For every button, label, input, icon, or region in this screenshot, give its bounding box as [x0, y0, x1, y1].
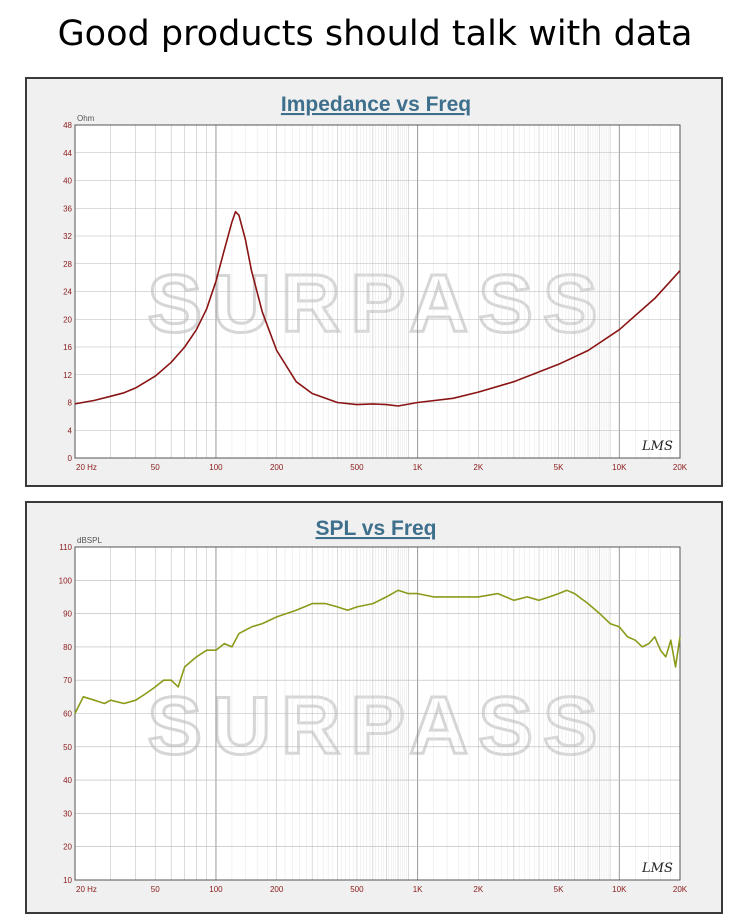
y-tick-label: 30	[63, 809, 72, 818]
chart-title: SPL vs Freq	[316, 517, 437, 540]
plot-frame	[74, 124, 681, 459]
y-tick-label: 32	[63, 232, 72, 241]
x-tick-label: 1K	[413, 885, 423, 894]
y-tick-label: 100	[59, 576, 73, 585]
spl-chart: SPL vs Freq SURPASS 10 20 30 40 50 60 70 80 90 100 1…	[59, 517, 688, 894]
x-tick-label: 10K	[612, 885, 627, 894]
y-tick-label: 10	[63, 876, 72, 885]
y-tick-label: 70	[63, 676, 72, 685]
watermark: SURPASS	[147, 680, 607, 771]
x-tick-label: 100	[209, 885, 223, 894]
y-tick-label: 60	[63, 710, 72, 719]
y-tick-label: 44	[63, 149, 72, 158]
watermark: SURPASS	[147, 258, 607, 349]
y-tick-label: 50	[63, 743, 72, 752]
y-tick-label: 40	[63, 177, 72, 186]
y-tick-label: 80	[63, 643, 72, 652]
y-tick-label: 110	[59, 543, 72, 552]
x-tick-label: 100	[209, 463, 223, 472]
y-axis-unit-label: dBSPL	[77, 536, 102, 545]
impedance-chart: Impedance vs FreqSURPASS0481216202428323…	[63, 93, 688, 472]
impedance-chart-panel: Impedance vs Freq SURPASS 0 4 8 12 16 20 24 28 32 3…	[25, 77, 723, 487]
x-tick-label: 20K	[673, 463, 688, 472]
x-tick-label: 50	[151, 463, 160, 472]
y-tick-label: 4	[68, 426, 73, 435]
y-tick-label: 36	[63, 204, 72, 213]
y-tick-label: 8	[68, 399, 73, 408]
lms-logo: LMS	[641, 439, 673, 454]
grid	[74, 546, 681, 881]
y-tick-label: 20	[63, 315, 72, 324]
y-tick-label: 40	[63, 776, 72, 785]
y-tick-label: 24	[63, 288, 72, 297]
chart-title: Impedance vs Freq	[281, 93, 471, 116]
y-tick-label: 20	[63, 843, 72, 852]
x-tick-label: 20K	[673, 885, 688, 894]
grid	[74, 124, 681, 459]
y-tick-label: 12	[63, 371, 72, 380]
spl-chart-panel: SPL vs Freq SURPASS 10 20 30 40 50 60 70 80 90 100 1…	[25, 501, 723, 914]
y-tick-label: 90	[63, 610, 72, 619]
x-tick-label: 10K	[612, 463, 627, 472]
y-axis-unit-label: Ohm	[77, 114, 95, 123]
x-tick-label: 5K	[554, 463, 564, 472]
y-tick-label: 48	[63, 121, 72, 130]
page-headline: Good products should talk with data	[57, 14, 693, 54]
series-line	[74, 210, 681, 407]
x-tick-label: 200	[270, 885, 284, 894]
x-tick-label: 2K	[473, 885, 483, 894]
series-line	[74, 589, 681, 714]
x-tick-label: 20 Hz	[76, 463, 97, 472]
y-tick-label: 28	[63, 260, 72, 269]
x-tick-label: 500	[350, 885, 364, 894]
lms-logo: LMS	[641, 861, 673, 876]
y-tick-label: 0	[68, 454, 73, 463]
y-tick-label: 16	[63, 343, 72, 352]
x-tick-label: 500	[350, 463, 364, 472]
x-tick-label: 20 Hz	[76, 885, 97, 894]
x-tick-label: 2K	[473, 463, 483, 472]
x-tick-label: 5K	[554, 885, 564, 894]
x-tick-label: 1K	[413, 463, 423, 472]
x-tick-label: 200	[270, 463, 284, 472]
x-tick-label: 50	[151, 885, 160, 894]
